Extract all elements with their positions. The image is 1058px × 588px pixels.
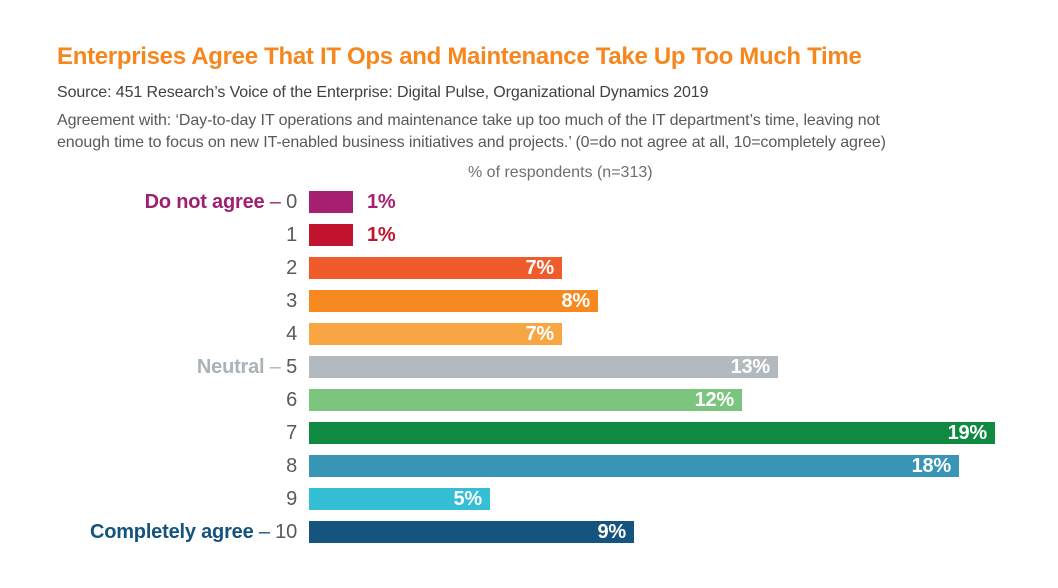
category-label: 3: [57, 290, 309, 312]
chart-content: Enterprises Agree That IT Ops and Mainte…: [57, 43, 1002, 543]
category-label: 9: [57, 488, 309, 510]
source-attribution: Source: 451 Research’s Voice of the Ente…: [57, 84, 709, 101]
value-label-outside: 1%: [367, 223, 396, 246]
category-prefix: Do not agree: [144, 191, 265, 213]
bar: 7%: [309, 323, 562, 345]
category-label: 8: [57, 455, 309, 477]
category-score: 7: [286, 422, 297, 444]
value-label: 5%: [453, 487, 482, 510]
value-label: 19%: [947, 421, 988, 444]
bar: 5%: [309, 488, 490, 510]
bar-track: 1%: [309, 224, 1002, 246]
value-label: 7%: [525, 256, 554, 279]
bar-track: 13%: [309, 356, 1002, 378]
value-label: 7%: [525, 322, 554, 345]
bar-row: 8 18%: [57, 455, 1002, 477]
category-label: Neutral – 5: [57, 356, 309, 378]
category-label: 2: [57, 257, 309, 279]
bar-row: Neutral – 5 13%: [57, 356, 1002, 378]
bar-track: 7%: [309, 323, 1002, 345]
bar-track: 1%: [309, 191, 1002, 213]
category-label: 1: [57, 224, 309, 246]
category-score: 5: [286, 356, 297, 378]
value-label: 13%: [730, 355, 771, 378]
bar-track: 18%: [309, 455, 1002, 477]
bar: 19%: [309, 422, 995, 444]
bar-row: Do not agree – 0 1%: [57, 191, 1002, 213]
bar-row: 2 7%: [57, 257, 1002, 279]
bar-chart: % of respondents (n=313) Do not agree – …: [57, 164, 1002, 543]
category-label: Completely agree – 10: [57, 521, 309, 543]
category-score: 10: [275, 521, 297, 543]
category-prefix: Completely agree: [89, 521, 254, 543]
bar-row: 4 7%: [57, 323, 1002, 345]
bar: 13%: [309, 356, 778, 378]
bar: [309, 191, 353, 213]
bar-track: 12%: [309, 389, 1002, 411]
value-label: 12%: [694, 388, 735, 411]
bar: 18%: [309, 455, 959, 477]
bar-row: 1 1%: [57, 224, 1002, 246]
category-prefix: Neutral: [196, 356, 265, 378]
category-label: 4: [57, 323, 309, 345]
bar: 12%: [309, 389, 742, 411]
bar: [309, 224, 353, 246]
value-label: 18%: [911, 454, 952, 477]
survey-question: Agreement with: ‘Day-to-day IT operation…: [57, 112, 886, 151]
bar-track: 7%: [309, 257, 1002, 279]
category-score: 6: [286, 389, 297, 411]
category-dash: –: [253, 521, 276, 543]
bar-track: 5%: [309, 488, 1002, 510]
bar: 8%: [309, 290, 598, 312]
bar-row: 6 12%: [57, 389, 1002, 411]
category-score: 3: [286, 290, 297, 312]
bar-row: 9 5%: [57, 488, 1002, 510]
value-label: 8%: [561, 289, 590, 312]
value-label-outside: 1%: [367, 190, 396, 213]
category-label: Do not agree – 0: [57, 191, 309, 213]
category-label: 6: [57, 389, 309, 411]
category-label: 7: [57, 422, 309, 444]
chart-rows: Do not agree – 0 1% 1 1% 2 7% 3: [57, 191, 1002, 543]
bar: 9%: [309, 521, 634, 543]
category-dash: –: [264, 356, 287, 378]
bar-row: 3 8%: [57, 290, 1002, 312]
category-dash: –: [264, 191, 287, 213]
category-score: 2: [286, 257, 297, 279]
bar-track: 19%: [309, 422, 1002, 444]
bar: 7%: [309, 257, 562, 279]
category-score: 9: [286, 488, 297, 510]
bar-row: 7 19%: [57, 422, 1002, 444]
page-title: Enterprises Agree That IT Ops and Mainte…: [57, 43, 862, 70]
category-score: 4: [286, 323, 297, 345]
category-score: 1: [286, 224, 297, 246]
value-label: 9%: [597, 520, 626, 543]
bar-track: 9%: [309, 521, 1002, 543]
bar-row: Completely agree – 10 9%: [57, 521, 1002, 543]
category-score: 0: [286, 191, 297, 213]
bar-track: 8%: [309, 290, 1002, 312]
category-score: 8: [286, 455, 297, 477]
axis-header: % of respondents (n=313): [468, 164, 653, 181]
